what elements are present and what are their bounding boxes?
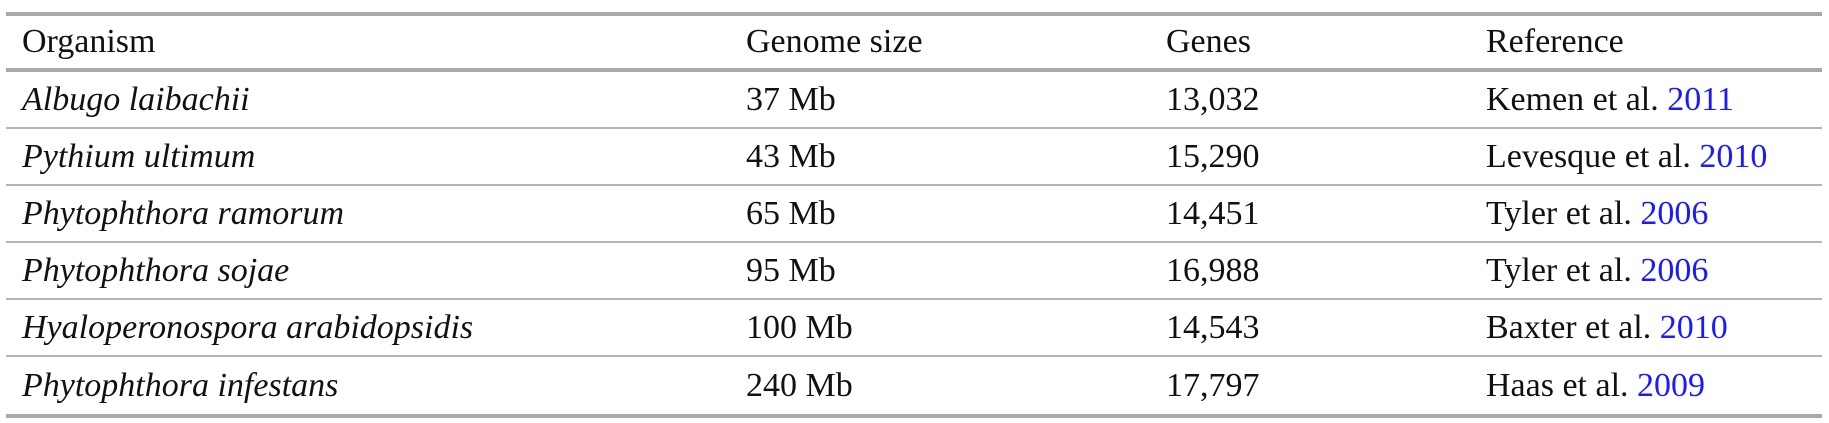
organism-cell: Phytophthora infestans [22, 366, 339, 404]
genes-cell: 17,797 [1166, 366, 1260, 404]
organism-cell: Albugo laibachii [22, 80, 250, 118]
reference-author: Kemen et al. [1486, 80, 1659, 118]
reference-author: Baxter et al. [1486, 308, 1652, 346]
organism-cell: Phytophthora ramorum [22, 194, 345, 232]
table-row: Phytophthora infestans 240 Mb 17,797 Haa… [6, 357, 1822, 414]
reference-author: Tyler et al. [1486, 251, 1632, 289]
genes-cell: 13,032 [1166, 80, 1260, 118]
table-header-row: Organism Genome size Genes Reference [6, 16, 1822, 72]
reference-author: Levesque et al. [1486, 137, 1691, 175]
genes-cell: 14,451 [1166, 194, 1260, 232]
reference-cell: Levesque et al. 2010 [1486, 137, 1822, 175]
genome-size-cell: 100 Mb [746, 308, 853, 346]
table-row: Albugo laibachii 37 Mb 13,032 Kemen et a… [6, 72, 1822, 129]
reference-cell: Tyler et al. 2006 [1486, 251, 1822, 289]
genome-size-cell: 240 Mb [746, 366, 853, 404]
genome-table: Organism Genome size Genes Reference Alb… [6, 12, 1822, 418]
table-bottom-rule [6, 414, 1822, 418]
reference-author: Haas et al. [1486, 366, 1629, 404]
genes-cell: 15,290 [1166, 137, 1260, 175]
reference-cell: Kemen et al. 2011 [1486, 80, 1822, 118]
organism-cell: Hyaloperonospora arabidopsidis [22, 308, 474, 346]
reference-cell: Haas et al. 2009 [1486, 366, 1822, 404]
genome-size-cell: 43 Mb [746, 137, 836, 175]
reference-year-link[interactable]: 2006 [1640, 194, 1709, 232]
reference-author: Tyler et al. [1486, 194, 1632, 232]
table-row: Hyaloperonospora arabidopsidis 100 Mb 14… [6, 300, 1822, 357]
table-top-rule [6, 12, 1822, 16]
reference-year-link[interactable]: 2011 [1667, 80, 1735, 118]
table-row: Phytophthora sojae 95 Mb 16,988 Tyler et… [6, 243, 1822, 300]
organism-cell: Phytophthora sojae [22, 251, 290, 289]
genome-size-cell: 37 Mb [746, 80, 836, 118]
header-genes: Genes [1166, 23, 1251, 60]
reference-year-link[interactable]: 2006 [1640, 251, 1709, 289]
reference-year-link[interactable]: 2009 [1637, 366, 1706, 404]
genome-size-cell: 65 Mb [746, 194, 836, 232]
organism-cell: Pythium ultimum [22, 137, 256, 175]
table-row: Phytophthora ramorum 65 Mb 14,451 Tyler … [6, 186, 1822, 243]
reference-cell: Tyler et al. 2006 [1486, 194, 1822, 232]
header-organism: Organism [22, 23, 156, 60]
reference-year-link[interactable]: 2010 [1659, 308, 1728, 346]
header-genome-size: Genome size [746, 23, 923, 60]
genes-cell: 16,988 [1166, 251, 1260, 289]
genes-cell: 14,543 [1166, 308, 1260, 346]
reference-year-link[interactable]: 2010 [1699, 137, 1768, 175]
genome-size-cell: 95 Mb [746, 251, 836, 289]
reference-cell: Baxter et al. 2010 [1486, 308, 1822, 346]
header-reference: Reference [1486, 23, 1624, 60]
table-row: Pythium ultimum 43 Mb 15,290 Levesque et… [6, 129, 1822, 186]
